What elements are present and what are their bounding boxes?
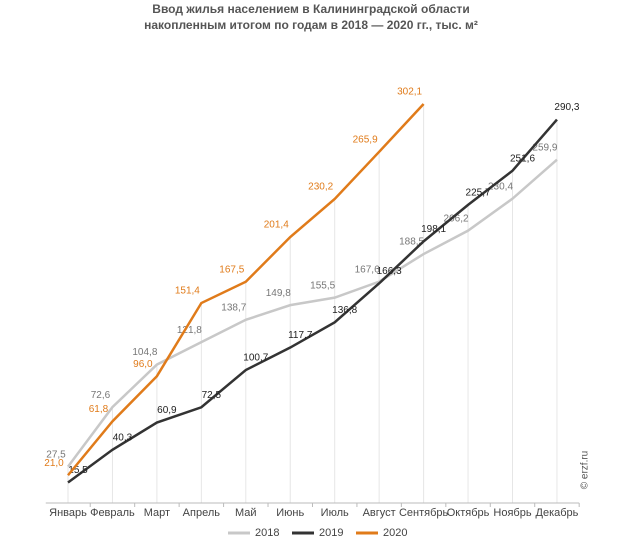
data-label: 72,6 (91, 390, 111, 401)
data-label: 149,8 (266, 288, 291, 299)
x-tick-label: Сентябрь (399, 507, 449, 519)
x-tick-label: Апрель (183, 507, 221, 519)
data-label: 259,9 (532, 142, 557, 153)
legend-label: 2020 (383, 527, 407, 539)
data-label: 230,2 (308, 182, 333, 193)
data-label: 96,0 (133, 359, 153, 370)
series-line (66, 158, 558, 468)
data-label: 230,4 (488, 181, 513, 192)
x-tick-label: Май (235, 507, 257, 519)
data-label: 265,9 (353, 134, 378, 145)
x-tick-label: Декабрь (536, 507, 579, 519)
x-tick-label: Август (363, 507, 396, 519)
data-label: 61,8 (89, 404, 109, 415)
data-label: 27,5 (46, 449, 66, 460)
data-label: 117,7 (288, 330, 313, 341)
x-tick-label: Ноябрь (493, 507, 531, 519)
data-label: 198,1 (421, 224, 446, 235)
data-label: 251,6 (510, 153, 535, 164)
x-tick-label: Февраль (90, 507, 135, 519)
data-label: 121,8 (177, 325, 202, 336)
data-label: 225,7 (466, 188, 491, 199)
legend-label: 2018 (255, 527, 279, 539)
data-label: 155,5 (310, 280, 335, 291)
chart-title: накопленным итогом по годам в 2018 — 202… (144, 18, 478, 32)
data-label: 167,6 (355, 264, 380, 275)
x-tick-label: Июль (321, 507, 349, 519)
data-label: 151,4 (175, 286, 200, 297)
data-label: 290,3 (554, 102, 579, 113)
series-line (67, 103, 425, 477)
x-tick-label: Январь (49, 507, 87, 519)
data-label: 72,5 (202, 390, 222, 401)
data-label: 100,7 (243, 353, 268, 364)
data-label: 166,3 (377, 266, 402, 277)
chart-title: Ввод жилья населением в Калининградской … (152, 2, 469, 16)
data-label: 201,4 (264, 220, 289, 231)
series-line (67, 118, 558, 484)
data-label: 136,8 (332, 305, 357, 316)
data-label: 206,2 (444, 213, 469, 224)
data-label: 21,0 (44, 458, 64, 469)
legend-label: 2019 (319, 527, 343, 539)
watermark: © erzf.ru (580, 451, 591, 490)
x-tick-label: Октябрь (447, 507, 490, 519)
data-label: 138,7 (221, 302, 246, 313)
data-label: 60,9 (157, 405, 177, 416)
data-label: 15,5 (68, 465, 88, 476)
x-tick-label: Июнь (276, 507, 304, 519)
data-label: 40,3 (113, 432, 133, 443)
data-label: 104,8 (132, 347, 157, 358)
data-label: 167,5 (219, 264, 244, 275)
data-label: 302,1 (397, 87, 422, 98)
data-label: 188,5 (399, 237, 424, 248)
x-tick-label: Март (144, 507, 170, 519)
